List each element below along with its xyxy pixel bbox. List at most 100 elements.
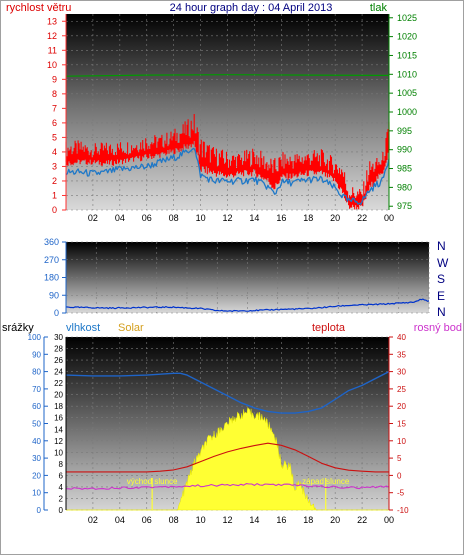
wind-x-tick-label: 18 xyxy=(303,213,313,223)
wind-y-tick-label: 0 xyxy=(52,205,57,215)
wind-y-tick-label: 3 xyxy=(52,161,57,171)
rain-tick-label: 90 xyxy=(32,350,41,359)
wind-y-tick-label: 4 xyxy=(52,147,57,157)
climate-x-tick-label: 20 xyxy=(330,515,340,525)
wind-y-tick-label: 10 xyxy=(47,60,57,70)
solar-tick-label: 30 xyxy=(54,333,63,342)
pressure-tick-label: 1025 xyxy=(397,13,417,23)
climate-x-tick-label: 14 xyxy=(249,515,259,525)
wind-x-tick-label: 06 xyxy=(142,213,152,223)
dewpoint-line xyxy=(65,483,390,490)
rain-tick-label: 10 xyxy=(32,489,41,498)
wind-x-tick-label: 20 xyxy=(330,213,340,223)
wind-x-tick-label: 02 xyxy=(88,213,98,223)
pressure-tick-label: 975 xyxy=(397,201,412,211)
direction-gridlines xyxy=(66,241,430,314)
solar-tick-label: 20 xyxy=(54,391,63,400)
wind-marks xyxy=(65,74,390,210)
sunrise-label: východ slunce xyxy=(127,477,178,486)
sunset-label: západ slunce xyxy=(302,477,350,486)
solar-tick-label: 28 xyxy=(54,345,63,354)
climate-chart: východ slunce západ slunce 02 04 06 08 10 12 14… xyxy=(2,322,462,525)
wind-average-line xyxy=(65,147,390,205)
direction-tick-label: 180 xyxy=(44,273,59,283)
temperature-tick-label: 40 xyxy=(397,333,406,342)
rain-tick-label: 40 xyxy=(32,437,41,446)
solar-tick-label: 8 xyxy=(59,460,64,469)
rain-tick-label: 80 xyxy=(32,368,41,377)
wind-y-tick-label: 11 xyxy=(48,45,57,55)
compass-label: E xyxy=(437,289,445,303)
compass-label: N xyxy=(437,239,446,253)
climate-marks: východ slunce západ slunce xyxy=(65,370,390,511)
rain-tick-label: 100 xyxy=(28,333,42,342)
solar-tick-label: 14 xyxy=(54,425,63,434)
rain-tick-label: 70 xyxy=(32,385,41,394)
humidity-line xyxy=(65,370,390,414)
climate-ticks: 02 04 06 08 10 12 14 16 18 20 22 000246810121416182… xyxy=(28,333,409,525)
temperature-tick-label: 5 xyxy=(397,454,402,463)
wind-y-tick-label: 13 xyxy=(47,16,57,26)
wind-x-tick-label: 12 xyxy=(222,213,232,223)
wind-y-tick-label: 8 xyxy=(52,89,57,99)
solar-area xyxy=(66,406,389,511)
climate-x-tick-label: 02 xyxy=(88,515,98,525)
climate-x-tick-label: 10 xyxy=(196,515,206,525)
solar-tick-label: 12 xyxy=(54,437,63,446)
wind-ticks: 02 04 06 08 10 12 14 16 18 20 22 000123456789101112… xyxy=(47,13,417,223)
wind-axis-label: rychlost větru xyxy=(6,2,71,14)
pressure-tick-label: 990 xyxy=(397,145,412,155)
wind-x-tick-label: 14 xyxy=(249,213,259,223)
compass-label: W xyxy=(437,256,449,270)
wind-pressure-chart: 02 04 06 08 10 12 14 16 18 20 22 000123456789101112… xyxy=(6,2,417,223)
temperature-line xyxy=(66,442,389,473)
wind-x-tick-label: 16 xyxy=(276,213,286,223)
solar-tick-label: 22 xyxy=(54,379,63,388)
climate-x-tick-label: 16 xyxy=(276,515,286,525)
temperature-tick-label: 30 xyxy=(397,368,406,377)
rain-tick-label: 60 xyxy=(32,402,41,411)
solar-tick-label: 24 xyxy=(54,368,63,377)
temperature-tick-label: 15 xyxy=(397,420,406,429)
temperature-tick-label: -10 xyxy=(397,506,409,515)
humidity-legend: vlhkost xyxy=(66,322,100,334)
temperature-tick-label: 20 xyxy=(397,402,406,411)
temperature-tick-label: 0 xyxy=(397,471,402,480)
wind-x-tick-label: 04 xyxy=(115,213,125,223)
climate-x-tick-label: 06 xyxy=(142,515,152,525)
climate-x-tick-label: 04 xyxy=(115,515,125,525)
wind-x-tick-label: 08 xyxy=(169,213,179,223)
wind-y-tick-label: 7 xyxy=(52,103,57,113)
wind-y-tick-label: 2 xyxy=(52,176,57,186)
solar-legend: Solar xyxy=(118,322,144,334)
wind-y-tick-label: 9 xyxy=(52,74,57,84)
pressure-tick-label: 1015 xyxy=(397,50,417,60)
wind-x-tick-label: 10 xyxy=(196,213,206,223)
wind-x-tick-label: 22 xyxy=(357,213,367,223)
rain-tick-label: 30 xyxy=(32,454,41,463)
climate-x-tick-label: 00 xyxy=(384,515,394,525)
solar-tick-label: 18 xyxy=(54,402,63,411)
climate-x-tick-label: 12 xyxy=(222,515,232,525)
direction-tick-label: 360 xyxy=(44,237,59,247)
temperature-tick-label: 10 xyxy=(397,437,406,446)
rain-tick-label: 50 xyxy=(32,420,41,429)
compass-label: N xyxy=(437,305,446,319)
pressure-tick-label: 1005 xyxy=(397,88,417,98)
pressure-tick-label: 1010 xyxy=(397,69,417,79)
climate-x-tick-label: 18 xyxy=(303,515,313,525)
solar-tick-label: 16 xyxy=(54,414,63,423)
direction-tick-label: 90 xyxy=(49,290,59,300)
solar-tick-label: 6 xyxy=(59,471,64,480)
wind-x-tick-label: 00 xyxy=(384,213,394,223)
temperature-tick-label: 25 xyxy=(397,385,406,394)
rain-tick-label: 20 xyxy=(32,471,41,480)
dewpoint-legend: rosný bod xyxy=(414,322,462,334)
direction-marks xyxy=(65,298,430,312)
wind-y-tick-label: 6 xyxy=(52,118,57,128)
rain-axis-label: srážky xyxy=(2,322,34,334)
direction-tick-label: 0 xyxy=(54,308,59,318)
solar-tick-label: 26 xyxy=(54,356,63,365)
climate-x-tick-label: 08 xyxy=(169,515,179,525)
